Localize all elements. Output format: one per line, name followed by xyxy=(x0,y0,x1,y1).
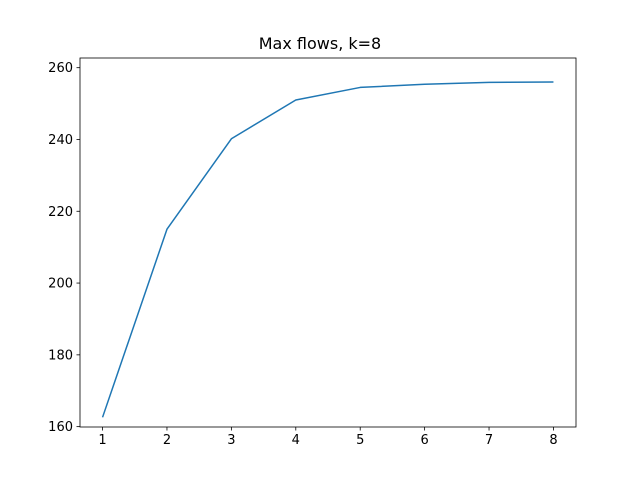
x-tick-label: 7 xyxy=(485,433,493,448)
axes-frame xyxy=(79,57,577,428)
y-tick-label: 160 xyxy=(48,420,73,435)
x-tick-label: 5 xyxy=(356,433,364,448)
x-tick-label: 2 xyxy=(163,433,171,448)
x-tick-label: 8 xyxy=(549,433,557,448)
chart-title: Max flows, k=8 xyxy=(259,34,381,53)
y-tick-label: 220 xyxy=(48,205,73,220)
y-tick-label: 260 xyxy=(48,61,73,76)
y-tick-label: 180 xyxy=(48,348,73,363)
x-tick-label: 6 xyxy=(420,433,428,448)
x-tick-label: 3 xyxy=(227,433,235,448)
series-line-0 xyxy=(101,81,554,418)
x-tick-label: 4 xyxy=(292,433,300,448)
x-tick-label: 1 xyxy=(98,433,106,448)
y-tick-label: 240 xyxy=(48,133,73,148)
y-tick-label: 200 xyxy=(48,277,73,292)
plot-area: 1 2 3 4 5 6 7 8 160 180 200 220 240 260 xyxy=(48,57,577,448)
